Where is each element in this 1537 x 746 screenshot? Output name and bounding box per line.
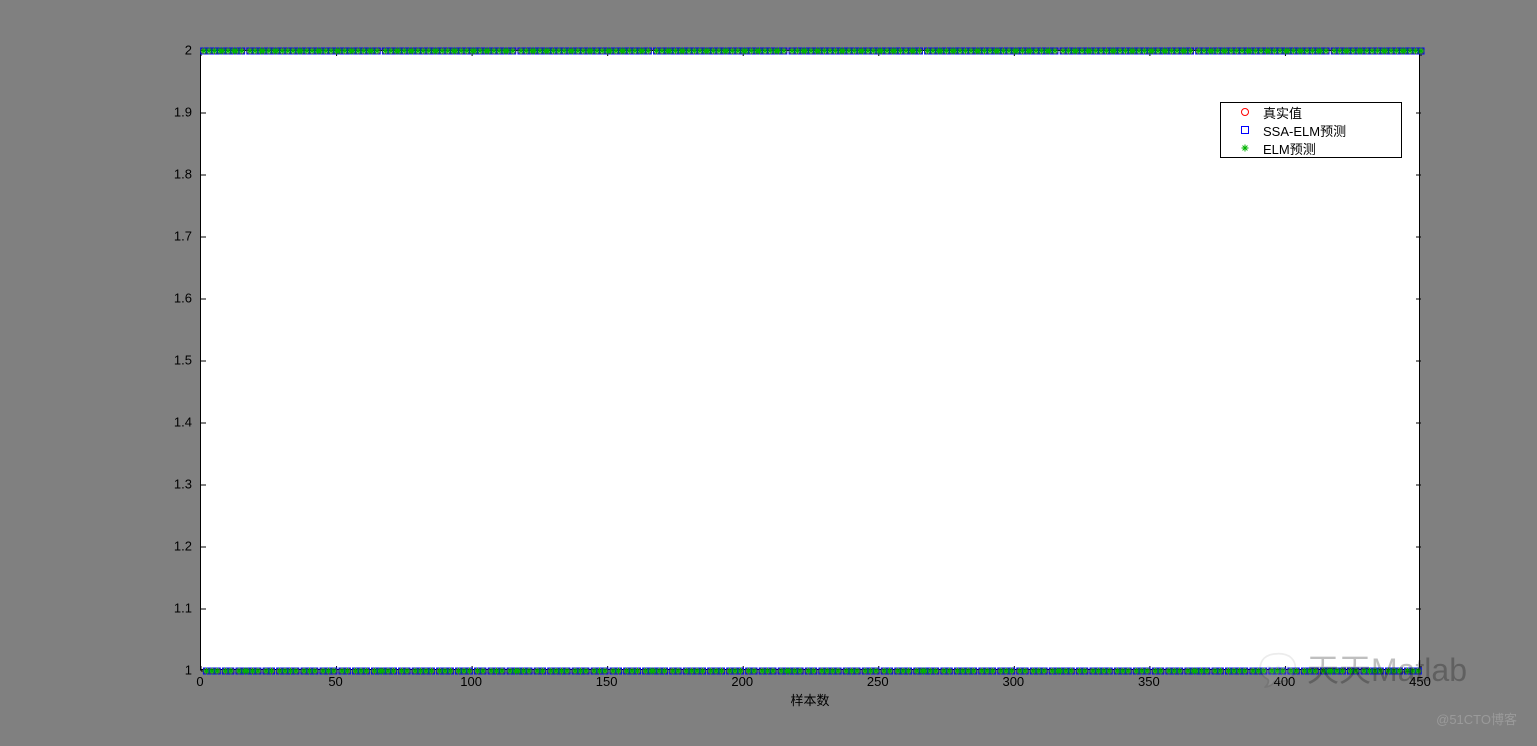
xtick-label: 200 — [731, 674, 753, 689]
xtick-label: 50 — [328, 674, 342, 689]
ytick-label: 2 — [185, 43, 192, 58]
x-axis-label: 样本数 — [790, 690, 829, 709]
legend-label: 真实值 — [1259, 103, 1302, 122]
legend-row: SSA-ELM预测 — [1221, 121, 1401, 139]
ytick-label: 1.5 — [174, 353, 192, 368]
ytick-label: 1.7 — [174, 229, 192, 244]
ytick-label: 1.2 — [174, 539, 192, 554]
legend-label: SSA-ELM预测 — [1259, 121, 1346, 140]
matlab-figure: 1 1.1 1.2 1.3 1.4 1.5 1.6 1.7 1.8 1.9 2 0 50 100 150 2… — [0, 0, 1537, 746]
ytick-label: 1 — [185, 663, 192, 678]
ytick-label: 1.3 — [174, 477, 192, 492]
watermark-sub: @51CTO博客 — [1436, 709, 1517, 728]
legend-marker-icon — [1231, 141, 1259, 155]
xtick-label: 450 — [1409, 674, 1431, 689]
xtick-label: 0 — [196, 674, 203, 689]
legend-marker-icon — [1231, 105, 1259, 119]
legend-row: ELM预测 — [1221, 139, 1401, 157]
ytick-label: 1.6 — [174, 291, 192, 306]
ytick-label: 1.4 — [174, 415, 192, 430]
xtick-label: 400 — [1274, 674, 1296, 689]
xtick-label: 300 — [1002, 674, 1024, 689]
ytick-label: 1.9 — [174, 105, 192, 120]
legend-row: 真实值 — [1221, 103, 1401, 121]
xtick-label: 250 — [867, 674, 889, 689]
ytick-label: 1.8 — [174, 167, 192, 182]
legend-label: ELM预测 — [1259, 139, 1316, 158]
legend-marker-icon — [1231, 123, 1259, 137]
xtick-label: 100 — [460, 674, 482, 689]
xtick-label: 350 — [1138, 674, 1160, 689]
xtick-label: 150 — [596, 674, 618, 689]
ytick-label: 1.1 — [174, 601, 192, 616]
legend: 真实值SSA-ELM预测ELM预测 — [1220, 102, 1402, 158]
